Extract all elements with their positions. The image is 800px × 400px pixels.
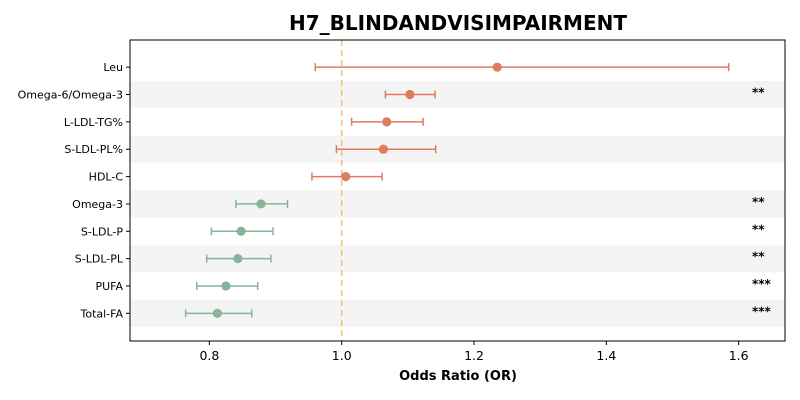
or-point	[236, 226, 246, 236]
y-tick-labels: Leu Omega-6/Omega-3 L-LDL-TG% S-LDL-PL% HDL-…	[18, 61, 130, 320]
row-bands	[130, 80, 785, 327]
data-marks: **************	[184, 62, 772, 318]
significance-label: **	[752, 250, 765, 264]
or-point	[221, 281, 231, 291]
x-tick-label: 1.6	[729, 348, 749, 363]
or-point	[256, 199, 266, 209]
y-tick-label: Omega-3	[72, 198, 123, 211]
chart-title: H7_BLINDANDVISIMPAIRMENT	[289, 11, 627, 35]
significance-label: ***	[752, 277, 772, 291]
significance-label: ***	[752, 304, 772, 318]
x-ticks: 0.8 1.0 1.2 1.4 1.6	[199, 341, 749, 363]
y-tick-label: S-LDL-PL%	[64, 143, 123, 156]
or-point	[382, 117, 392, 127]
plot-frame	[129, 39, 786, 342]
or-point	[378, 144, 388, 154]
y-tick-label: Total-FA	[79, 307, 123, 320]
significance-label: **	[752, 86, 765, 100]
row-band	[130, 135, 785, 163]
row-band	[130, 80, 785, 109]
x-axis-label: Odds Ratio (OR)	[399, 369, 517, 384]
x-tick-label: 1.4	[596, 348, 616, 363]
y-tick-label: HDL-C	[89, 171, 124, 184]
x-tick-label: 1.2	[464, 348, 484, 363]
or-point	[212, 308, 222, 318]
or-point	[492, 62, 502, 72]
or-point	[341, 171, 351, 182]
y-tick-label: L-LDL-TG%	[64, 116, 123, 129]
or-point	[233, 254, 243, 264]
or-point	[405, 89, 415, 100]
x-tick-label: 0.8	[199, 348, 219, 363]
x-tick-label: 1.0	[332, 348, 352, 363]
y-tick-label: S-LDL-P	[81, 225, 123, 238]
row-band	[130, 190, 785, 218]
significance-label: **	[752, 222, 765, 236]
y-tick-label: PUFA	[95, 280, 123, 293]
y-tick-label: Leu	[103, 61, 123, 74]
y-tick-label: S-LDL-PL	[75, 253, 124, 266]
y-tick-label: Omega-6/Omega-3	[18, 89, 123, 102]
significance-label: **	[752, 195, 765, 209]
